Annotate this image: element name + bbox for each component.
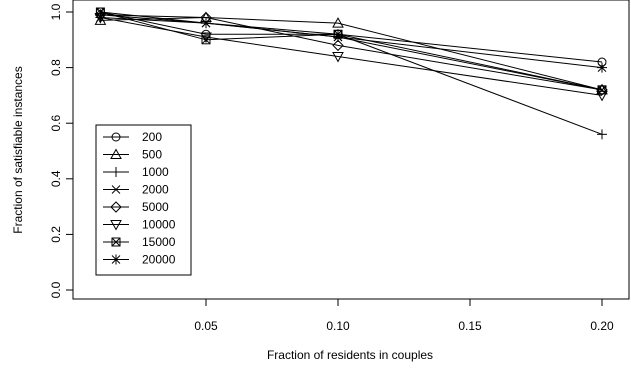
series-line-10000 (100, 17, 603, 96)
series-line-200 (100, 11, 603, 63)
data-point-10000 (596, 90, 608, 102)
legend-label: 500 (142, 148, 162, 162)
series-layer (94, 7, 608, 140)
x-axis-title: Fraction of residents in couples (267, 348, 433, 362)
y-axis-title: Fraction of satisfiable instances (11, 66, 25, 233)
y-tick-label: 0.4 (49, 170, 63, 187)
series-line-20000 (100, 17, 603, 69)
legend-marker (111, 167, 121, 177)
legend-label: 2000 (142, 183, 169, 197)
series-line-2000 (100, 11, 603, 91)
x-tick-label: 0.20 (590, 319, 614, 333)
legend-marker (111, 254, 121, 265)
legend-box (95, 124, 192, 276)
data-point-15000 (597, 85, 607, 95)
data-point-5000 (332, 39, 344, 52)
data-point-500 (332, 17, 344, 28)
y-tick-label: 0.2 (49, 226, 63, 243)
legend-item: 1000 (103, 165, 169, 179)
legend-marker (110, 220, 122, 231)
x-axis: 0.05 0.10 0.15 0.20 (194, 298, 614, 333)
legend-item: 200 (103, 130, 162, 144)
data-point-1000 (597, 129, 607, 140)
legend-label: 200 (142, 130, 162, 144)
legend-item: 15000 (103, 235, 176, 249)
y-tick-label: 0.8 (49, 59, 63, 76)
legend: 200 500 1000 2000 5000 10000 15000 20000 (95, 124, 192, 276)
y-axis: 0.0 0.2 0.4 0.6 0.8 1.0 (49, 3, 74, 298)
legend-label: 15000 (142, 235, 176, 249)
data-point-20000 (201, 18, 211, 29)
y-tick-label: 1.0 (49, 3, 63, 20)
legend-label: 1000 (142, 165, 169, 179)
legend-marker (111, 185, 121, 194)
legend-item: 5000 (103, 200, 169, 214)
x-tick-label: 0.10 (326, 319, 350, 333)
series-line-15000 (100, 11, 603, 91)
legend-item: 20000 (103, 253, 176, 267)
legend-item: 2000 (103, 183, 169, 197)
series-line-5000 (100, 14, 603, 91)
y-tick-label: 0.0 (49, 281, 63, 298)
legend-marker (111, 132, 121, 142)
legend-marker (111, 237, 121, 247)
data-point-5000 (596, 84, 608, 96)
legend-item: 10000 (103, 218, 176, 232)
legend-label: 10000 (142, 218, 176, 232)
x-tick-label: 0.05 (194, 319, 218, 333)
legend-item: 500 (103, 148, 162, 162)
legend-label: 5000 (142, 200, 169, 214)
series-line-1000 (100, 14, 603, 135)
data-point-20000 (333, 32, 343, 43)
x-tick-label: 0.15 (458, 319, 482, 333)
data-point-10000 (332, 51, 344, 63)
data-point-20000 (597, 62, 607, 73)
data-point-20000 (95, 12, 106, 23)
y-tick-label: 0.6 (49, 115, 63, 132)
data-point-15000 (201, 35, 211, 45)
legend-marker (110, 148, 122, 159)
legend-marker (110, 201, 122, 213)
legend-label: 20000 (142, 253, 176, 267)
